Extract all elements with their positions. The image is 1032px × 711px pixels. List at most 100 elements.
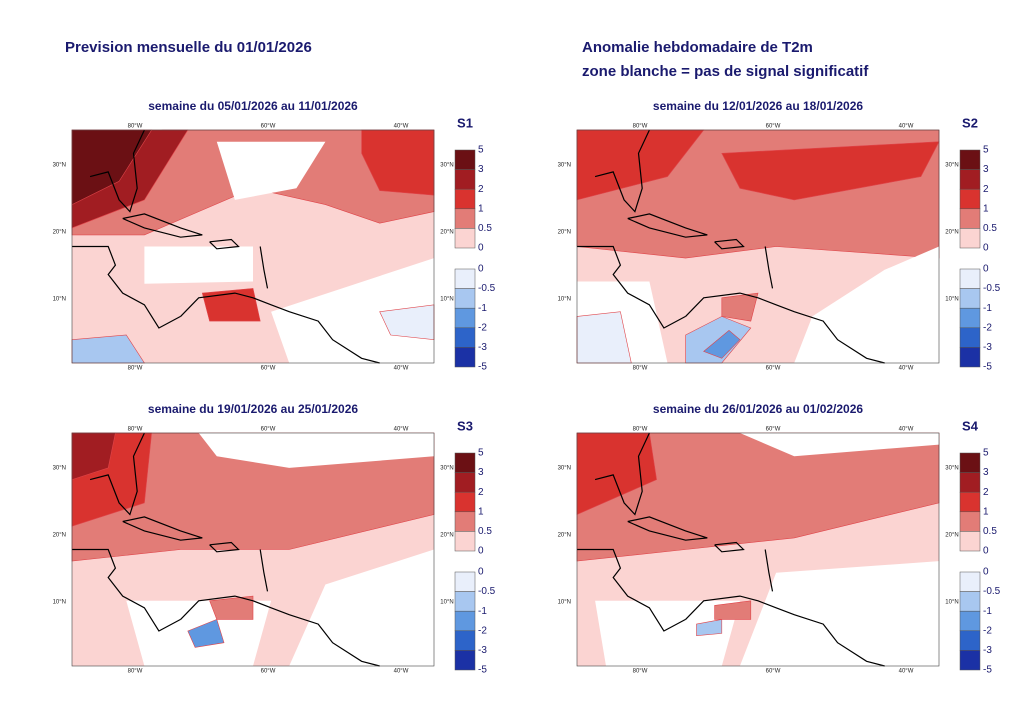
colorbar-swatch xyxy=(454,347,476,368)
colorbar-swatch xyxy=(454,630,476,651)
colorbar-swatch xyxy=(454,472,476,493)
map-frame xyxy=(576,432,940,667)
coastline xyxy=(764,549,774,592)
longitude-label: 60°W xyxy=(766,427,781,433)
colorbar-swatch xyxy=(959,531,981,552)
panel: semaine du 05/01/2026 au 11/01/2026 S1 80°… xyxy=(53,99,496,372)
anomaly-region xyxy=(271,258,434,363)
anomaly-region xyxy=(209,595,254,620)
panel-label: S1 xyxy=(457,115,473,130)
anomaly-region xyxy=(201,288,261,322)
colorbar-label: -0.5 xyxy=(478,586,496,597)
colorbar-swatch xyxy=(959,208,981,229)
colorbar-label: 1 xyxy=(478,203,484,214)
longitude-label: 40°W xyxy=(394,366,409,372)
colorbar-swatch xyxy=(959,571,981,592)
coastline xyxy=(209,541,240,553)
coastline xyxy=(594,432,650,516)
colorbar-label: -3 xyxy=(983,645,992,656)
latitude-label: 10°N xyxy=(53,600,66,606)
colorbar-label: 0.5 xyxy=(478,223,492,234)
longitude-label: 80°W xyxy=(128,366,143,372)
anomaly-region xyxy=(794,246,939,363)
latitude-label: 30°N xyxy=(558,163,571,169)
colorbar-label: -2 xyxy=(478,322,487,333)
longitude-label: 40°W xyxy=(899,366,914,372)
colorbar-label: 5 xyxy=(478,145,484,156)
longitude-label: 40°W xyxy=(899,669,914,675)
coastline xyxy=(577,245,686,329)
coastline xyxy=(72,245,181,329)
longitude-label: 40°W xyxy=(394,124,409,130)
longitude-label: 80°W xyxy=(128,427,143,433)
colorbar-label: 0.5 xyxy=(983,223,997,234)
anomaly-region xyxy=(595,600,740,666)
right-title: Anomalie hebdomadaire de T2m xyxy=(582,39,813,56)
coastline xyxy=(259,246,269,289)
colorbar-swatch xyxy=(959,610,981,632)
coastline xyxy=(714,541,745,553)
colorbar-label: 2 xyxy=(478,487,484,498)
latitude-label: 30°N xyxy=(440,466,453,472)
map-frame xyxy=(71,432,435,667)
colorbar-label: 0 xyxy=(478,567,484,578)
latitude-label: 10°N xyxy=(558,297,571,303)
colorbar-swatch xyxy=(454,208,476,229)
colorbar-label: -5 xyxy=(983,665,992,676)
latitude-label: 30°N xyxy=(945,163,958,169)
latitude-label: 10°N xyxy=(440,600,453,606)
colorbar-swatch xyxy=(454,268,476,289)
colorbar-swatch xyxy=(454,169,476,190)
colorbar-swatch xyxy=(454,288,476,309)
coastline xyxy=(714,238,745,250)
colorbar-swatch xyxy=(959,169,981,190)
colorbar-label: -3 xyxy=(478,645,487,656)
colorbar-swatch xyxy=(959,268,981,289)
colorbar-label: -0.5 xyxy=(478,283,496,294)
colorbar-swatch xyxy=(454,307,476,329)
map-frame xyxy=(576,129,940,364)
colorbar-swatch xyxy=(454,327,476,348)
colorbar-label: -1 xyxy=(983,303,992,314)
colorbar-swatch xyxy=(454,149,476,170)
coastline xyxy=(89,432,145,516)
longitude-label: 60°W xyxy=(261,124,276,130)
colorbar-label: 3 xyxy=(983,164,989,175)
colorbar-label: 0 xyxy=(983,264,989,275)
latitude-label: 20°N xyxy=(945,230,958,236)
latitude-label: 30°N xyxy=(440,163,453,169)
colorbar-label: -0.5 xyxy=(983,283,1001,294)
anomaly-region xyxy=(144,246,253,284)
panel-subtitle: semaine du 05/01/2026 au 11/01/2026 xyxy=(148,99,358,113)
colorbar-swatch xyxy=(454,511,476,532)
colorbar-label: 0 xyxy=(983,243,989,254)
colorbar-swatch xyxy=(454,228,476,249)
coastline xyxy=(594,129,650,213)
colorbar-swatch xyxy=(959,452,981,473)
panel-subtitle: semaine du 26/01/2026 au 01/02/2026 xyxy=(653,402,863,416)
latitude-label: 10°N xyxy=(440,297,453,303)
coastline xyxy=(180,292,380,364)
anomaly-region xyxy=(721,141,940,201)
latitude-label: 30°N xyxy=(53,163,66,169)
colorbar-label: 0.5 xyxy=(983,526,997,537)
colorbar-swatch xyxy=(959,491,981,513)
colorbar-label: 5 xyxy=(983,448,989,459)
colorbar-swatch xyxy=(454,188,476,210)
colorbar-label: 1 xyxy=(478,506,484,517)
right-title: zone blanche = pas de signal significati… xyxy=(582,63,869,80)
colorbar-label: 0 xyxy=(983,567,989,578)
longitude-label: 60°W xyxy=(766,366,781,372)
coastline xyxy=(122,213,203,238)
colorbar-label: 1 xyxy=(983,506,989,517)
longitude-label: 80°W xyxy=(633,669,648,675)
coastline xyxy=(122,516,203,541)
longitude-label: 80°W xyxy=(633,366,648,372)
anomaly-region xyxy=(703,330,741,359)
longitude-label: 40°W xyxy=(899,124,914,130)
colorbar-swatch xyxy=(454,650,476,671)
longitude-label: 80°W xyxy=(633,124,648,130)
colorbar-swatch xyxy=(959,472,981,493)
latitude-label: 30°N xyxy=(53,466,66,472)
